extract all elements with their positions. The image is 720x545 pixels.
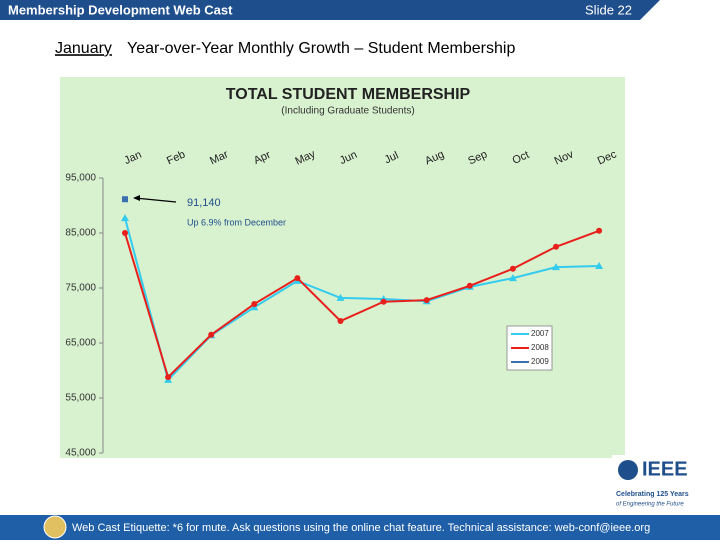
marker <box>380 298 387 305</box>
footer-icon <box>43 515 67 539</box>
x-tick-label: Jul <box>383 150 401 167</box>
marker <box>596 227 603 234</box>
legend-label: 2007 <box>531 329 549 338</box>
footer-text: Web Cast Etiquette: *6 for mute. Ask que… <box>72 522 650 534</box>
y-tick-label: 55,000 <box>65 393 96 404</box>
chart-subtitle: (Including Graduate Students) <box>281 106 414 117</box>
legend-label: 2008 <box>531 343 549 352</box>
arrow-head <box>133 195 140 201</box>
y-tick-label: 65,000 <box>65 338 96 349</box>
slide-number: Slide 22 <box>585 2 632 17</box>
marker <box>466 282 473 289</box>
marker <box>336 293 345 301</box>
marker <box>294 275 301 282</box>
marker <box>423 297 430 304</box>
chart-title: TOTAL STUDENT MEMBERSHIP <box>226 86 471 103</box>
heading: Year-over-Year Monthly Growth – Student … <box>127 40 515 57</box>
logo-line1: Celebrating 125 Years <box>616 491 689 498</box>
heading-underlined: January <box>55 40 112 57</box>
logo-name: IEEE <box>642 458 688 480</box>
chart-area <box>60 77 625 458</box>
marker <box>552 263 560 271</box>
annotation-note: Up 6.9% from December <box>187 217 286 227</box>
marker <box>165 374 172 381</box>
y-tick-label: 85,000 <box>65 228 96 239</box>
marker <box>337 318 344 324</box>
marker <box>122 230 128 236</box>
annotation-value: 91,140 <box>187 197 221 209</box>
annotation-arrow <box>134 197 177 203</box>
marker <box>508 274 517 282</box>
y-tick-label: 75,000 <box>65 283 96 294</box>
marker <box>251 300 258 307</box>
marker <box>208 331 215 338</box>
header-bar <box>0 0 660 20</box>
marker <box>553 243 559 250</box>
marker <box>121 214 129 222</box>
y-tick-label: 45,000 <box>65 448 96 459</box>
y-tick-label: 95,000 <box>65 173 96 184</box>
footer-bar <box>0 515 720 540</box>
series-line <box>124 229 600 379</box>
header-title: Membership Development Web Cast <box>8 2 233 17</box>
marker <box>122 196 128 203</box>
logo-line2: of Engineering the Future <box>616 502 684 508</box>
legend-label: 2009 <box>531 357 549 366</box>
logo-icon <box>618 460 638 480</box>
marker <box>509 265 516 272</box>
marker <box>595 262 604 269</box>
